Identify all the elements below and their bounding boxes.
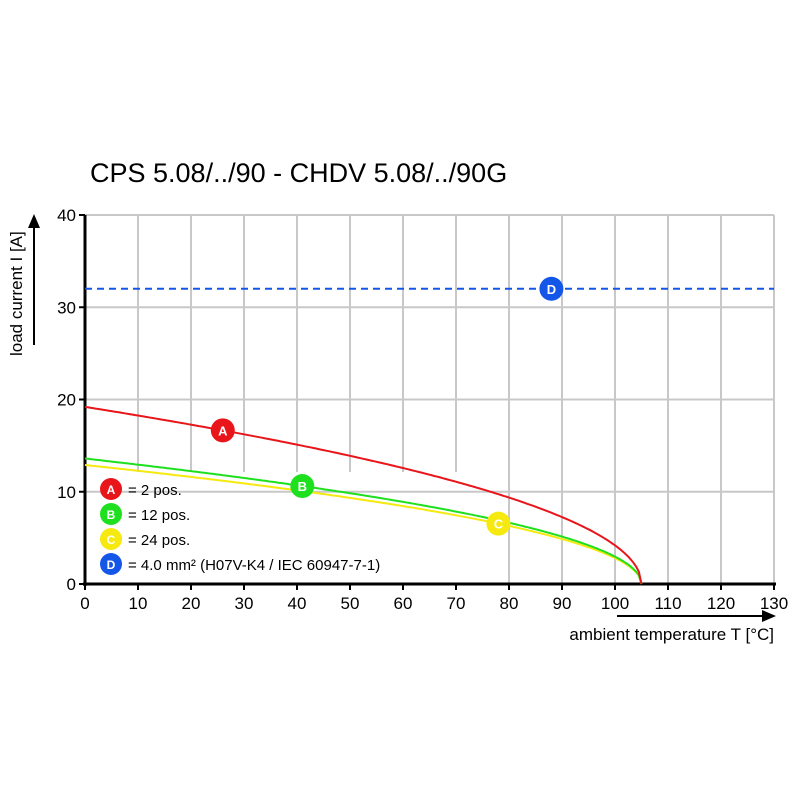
x-tick-label: 50: [341, 594, 360, 613]
x-tick-label: 90: [553, 594, 572, 613]
x-tick-label: 60: [394, 594, 413, 613]
series-marker-c: [486, 511, 511, 536]
series-line-a: [84, 405, 643, 585]
series-marker-label: A: [218, 423, 228, 438]
y-tick-label: 0: [67, 575, 76, 594]
legend-entry-a: = 2 pos.: [128, 482, 182, 499]
legend-marker-d: [100, 553, 122, 575]
series-line-c: [84, 464, 643, 585]
series-marker-label: B: [298, 479, 307, 494]
legend-marker-label: A: [107, 483, 116, 497]
x-axis-label: ambient temperature T [°C]: [569, 625, 774, 644]
series-marker-label: D: [547, 282, 556, 297]
x-tick-label: 0: [80, 594, 89, 613]
y-tick-label: 10: [57, 483, 76, 502]
legend-entry-b: = 12 pos.: [128, 507, 190, 524]
x-tick-label: 100: [601, 594, 629, 613]
x-tick-label: 120: [707, 594, 735, 613]
x-tick-label: 40: [288, 594, 307, 613]
x-tick-label: 80: [500, 594, 519, 613]
y-axis-label: load current I [A]: [7, 231, 26, 356]
legend-entry-c: = 24 pos.: [128, 532, 190, 549]
series-marker-d: [539, 276, 564, 301]
x-tick-label: 20: [182, 594, 201, 613]
x-axis-arrow-head: [762, 610, 776, 622]
y-tick-label: 20: [57, 391, 76, 410]
y-tick-label: 40: [57, 206, 76, 225]
chart-title: CPS 5.08/../90 - CHDV 5.08/../90G: [90, 158, 508, 188]
x-tick-label: 30: [235, 594, 254, 613]
legend-marker-b: [100, 503, 122, 525]
series-marker-a: [210, 418, 235, 443]
series-line-b: [84, 457, 643, 585]
legend-marker-a: [100, 478, 122, 500]
y-tick-label: 30: [57, 298, 76, 317]
series-marker-label: C: [494, 517, 504, 532]
x-tick-label: 70: [447, 594, 466, 613]
series-marker-b: [290, 474, 315, 499]
legend-marker-c: [100, 528, 122, 550]
y-axis-arrow-head: [28, 214, 40, 228]
x-tick-label: 10: [129, 594, 148, 613]
legend-marker-label: B: [107, 508, 116, 522]
x-tick-label: 130: [760, 594, 788, 613]
legend-entry-d: = 4.0 mm² (H07V-K4 / IEC 60947-7-1): [128, 557, 380, 574]
legend-marker-label: D: [107, 558, 116, 572]
legend-marker-label: C: [107, 533, 116, 547]
x-tick-label: 110: [654, 594, 681, 613]
